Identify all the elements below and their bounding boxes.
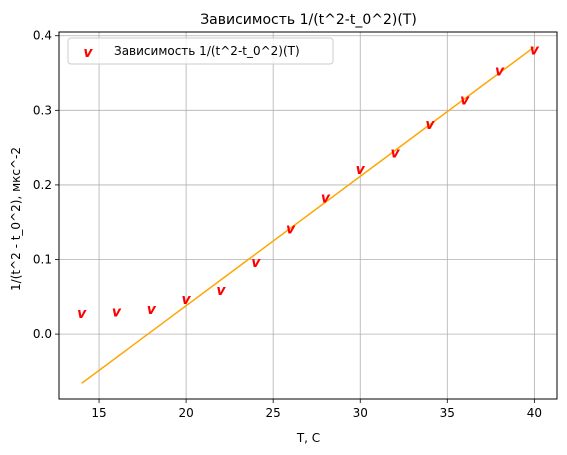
x-axis-label: T, C [296,431,320,445]
y-axis-label: 1/(t^2 - t_0^2), мкс^-2 [9,147,23,291]
y-tick-label: 0.4 [33,29,52,43]
legend: v Зависимость 1/(t^2-t_0^2)(T) [67,37,334,65]
data-point: v [460,93,470,109]
data-point: v [356,162,366,178]
x-tick-label: 20 [178,406,193,420]
data-point: v [77,306,87,322]
data-point: v [251,255,261,271]
y-tick-label: 0.0 [33,327,52,341]
fit-line [81,46,535,384]
data-point: v [425,117,435,133]
legend-entry-label: Зависимость 1/(t^2-t_0^2)(T) [114,44,300,58]
data-point: v [530,43,540,59]
plot-frame [58,31,558,400]
legend-box [67,37,334,65]
y-tick-label: 0.2 [33,178,52,192]
y-tick-label: 0.3 [33,103,52,117]
x-tick-label: 40 [527,406,542,420]
axis-ticks: 15 20 25 30 35 40 0.0 0.1 0.2 0.3 0.4 [33,29,542,420]
data-point: v [112,304,122,320]
legend-marker: v [83,45,93,61]
data-point: v [216,283,226,299]
data-point: v [147,302,157,318]
plot-data: v v v v v v v v v v v v v v [77,43,540,384]
grid [59,32,557,399]
chart-title: Зависимость 1/(t^2-t_0^2)(T) [200,12,417,28]
x-tick-label: 35 [440,406,455,420]
data-point: v [390,146,400,162]
data-point: v [182,292,192,308]
x-tick-label: 25 [266,406,281,420]
data-point: v [495,64,505,80]
x-tick-label: 15 [91,406,106,420]
data-point: v [321,190,331,206]
x-tick-label: 30 [353,406,368,420]
data-point: v [286,222,296,238]
y-tick-label: 0.1 [33,253,52,267]
